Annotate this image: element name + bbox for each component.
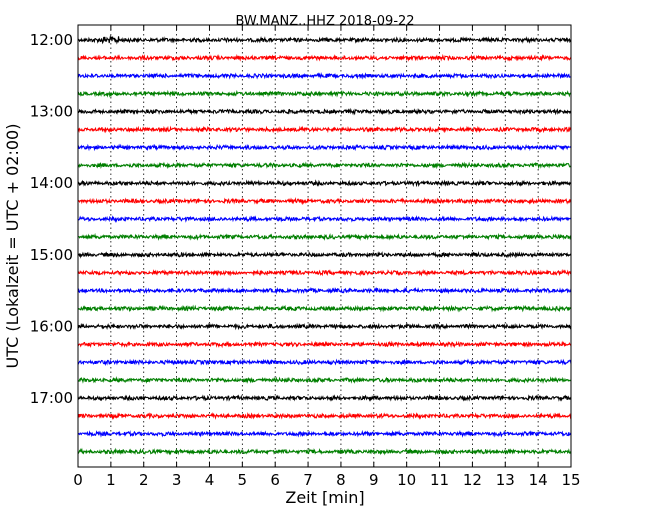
trace-1615 xyxy=(77,340,572,349)
y-tick-label: 15:00 xyxy=(30,246,73,264)
trace-1230 xyxy=(77,72,572,80)
trace-1430 xyxy=(77,215,572,223)
trace-1515 xyxy=(77,268,572,277)
trace-1300 xyxy=(77,107,572,116)
trace-1630 xyxy=(77,358,572,367)
x-tick-label: 14 xyxy=(529,471,548,489)
trace-1215 xyxy=(77,53,572,62)
vertical-gridlines xyxy=(110,25,539,467)
seismic-traces xyxy=(77,34,572,456)
trace-1645 xyxy=(77,376,572,384)
y-tick-label: 12:00 xyxy=(30,31,73,49)
x-tick-label: 12 xyxy=(463,471,482,489)
x-tick-label: 6 xyxy=(270,471,280,489)
trace-1445 xyxy=(77,232,572,241)
plot-frame xyxy=(77,24,572,468)
x-tick-label: 13 xyxy=(496,471,515,489)
trace-1600 xyxy=(77,322,572,331)
trace-1200 xyxy=(77,34,572,45)
x-tick-label: 9 xyxy=(369,471,379,489)
y-tick-label: 16:00 xyxy=(30,317,73,335)
trace-1700 xyxy=(77,394,572,402)
trace-1415 xyxy=(77,197,572,206)
y-tick-label: 13:00 xyxy=(30,103,73,121)
trace-1715 xyxy=(77,411,572,420)
trace-1245 xyxy=(77,89,572,98)
trace-1345 xyxy=(77,161,572,170)
x-tick-label: 11 xyxy=(430,471,449,489)
x-tick-label: 7 xyxy=(303,471,313,489)
trace-1400 xyxy=(77,179,572,188)
x-tick-label: 8 xyxy=(336,471,346,489)
y-axis-label: UTC (Lokalzeit = UTC + 02:00) xyxy=(3,124,22,369)
x-tick-label: 2 xyxy=(139,471,149,489)
trace-1530 xyxy=(77,286,572,295)
x-axis-label: Zeit [min] xyxy=(285,488,364,507)
trace-1745 xyxy=(77,447,572,456)
y-tick-label: 17:00 xyxy=(30,389,73,407)
x-tick-label: 3 xyxy=(172,471,182,489)
x-tick-label: 15 xyxy=(561,471,580,489)
trace-1315 xyxy=(77,125,572,134)
y-axis-ticks: 12:00 13:00 14:00 15:00 16:00 17:00 xyxy=(30,31,571,407)
trace-1330 xyxy=(77,143,572,152)
trace-1730 xyxy=(77,429,572,438)
trace-1500 xyxy=(77,251,572,259)
x-tick-label: 0 xyxy=(73,471,83,489)
trace-1545 xyxy=(77,304,572,313)
y-tick-label: 14:00 xyxy=(30,174,73,192)
x-axis-ticks: 0 1 2 3 4 5 6 7 8 9 10 11 12 13 14 15 xyxy=(73,25,581,489)
x-tick-label: 10 xyxy=(397,471,416,489)
chart-title: BW.MANZ..HHZ 2018-09-22 xyxy=(235,14,414,29)
x-tick-label: 4 xyxy=(205,471,215,489)
x-tick-label: 5 xyxy=(238,471,248,489)
x-tick-label: 1 xyxy=(106,471,116,489)
